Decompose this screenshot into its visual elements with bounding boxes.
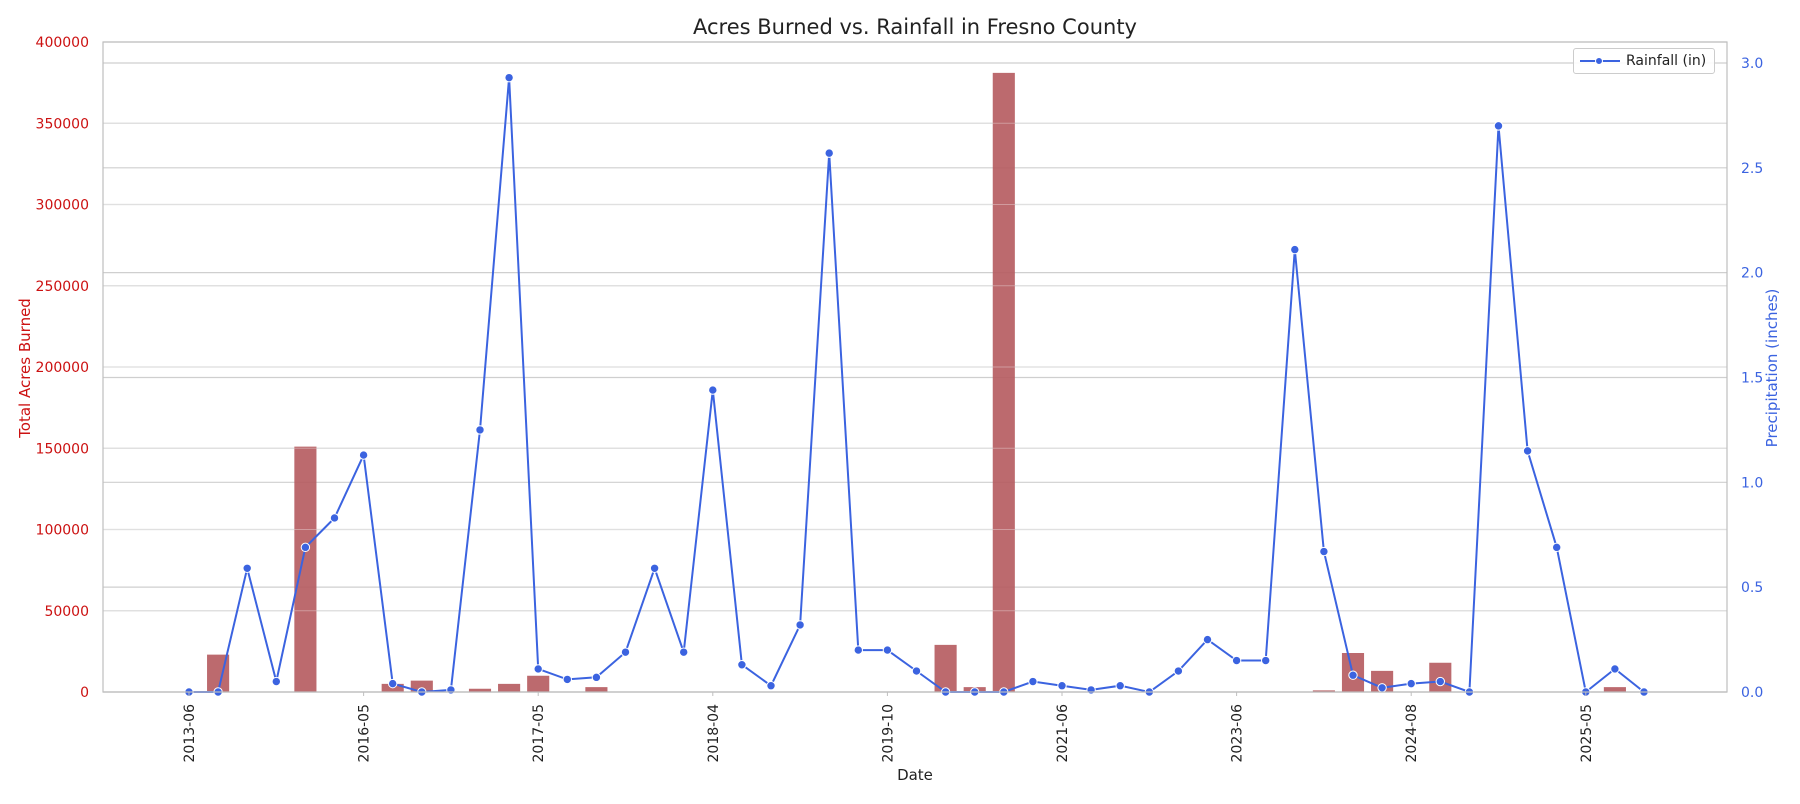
plot-frame: [102, 41, 1728, 693]
rainfall-point: [446, 685, 456, 695]
acres-bar: [498, 683, 521, 692]
y-tick-left: 400000: [36, 35, 89, 51]
rainfall-point: [1261, 655, 1271, 666]
rainfall-point: [679, 647, 689, 657]
acres-bar: [1312, 690, 1335, 692]
rainfall-point: [1202, 634, 1213, 645]
x-tick-label: 2018-04: [706, 704, 722, 763]
y-tick-left: 250000: [36, 279, 89, 295]
rainfall-point: [358, 450, 369, 460]
rainfall-point: [1319, 546, 1329, 557]
rainfall-point: [388, 678, 398, 689]
acres-bar: [527, 675, 550, 692]
rainfall-point: [824, 148, 834, 158]
rainfall-point: [533, 664, 543, 674]
rainfall-point: [795, 620, 805, 630]
y-axis-label-left: Total Acres Burned: [16, 298, 34, 439]
axis-layer: 0 50000 100000 150000 200000 250000 300000 3500…: [36, 35, 1764, 763]
acres-bar: [934, 644, 957, 692]
rainfall-point: [1057, 681, 1067, 691]
x-tick-label: 2017-05: [531, 704, 547, 763]
x-tick-label: 2016-05: [357, 704, 373, 763]
y-tick-right: 3.0: [1741, 56, 1763, 72]
y-tick-right: 2.5: [1741, 161, 1763, 177]
y-tick-left: 300000: [36, 198, 89, 214]
rainfall-point: [329, 513, 340, 523]
rainfall-point: [1115, 681, 1125, 691]
rainfall-point: [1028, 676, 1038, 687]
rainfall-point: [853, 645, 863, 655]
rainfall-point: [911, 666, 922, 676]
rainfall-point: [591, 672, 602, 683]
x-axis-label: Date: [897, 766, 933, 784]
chart-legend: Rainfall (in): [1573, 48, 1716, 74]
rainfall-point: [562, 674, 572, 685]
acres-bar: [992, 72, 1015, 692]
y-tick-right: 2.0: [1741, 266, 1763, 282]
rainfall-point: [1173, 666, 1184, 676]
y-tick-left: 150000: [36, 441, 89, 457]
bar-layer: [103, 41, 1727, 692]
acres-bar: [207, 654, 230, 692]
x-tick-label: 2013-06: [182, 704, 198, 763]
y-tick-right: 1.0: [1741, 475, 1763, 491]
rainfall-point: [1231, 655, 1242, 666]
grid-layer: [103, 41, 1727, 693]
x-tick-label: 2021-06: [1055, 704, 1071, 763]
acres-bar: [1603, 687, 1626, 692]
rainfall-point: [475, 425, 485, 435]
acres-bar: [410, 680, 433, 692]
rainfall-point: [708, 385, 718, 395]
rainfall-point: [1086, 685, 1096, 695]
y-tick-left: 50000: [44, 604, 89, 620]
rainfall-point: [1406, 678, 1416, 689]
rainfall-point: [271, 676, 281, 687]
x-tick-label: 2019-10: [880, 704, 896, 763]
y-tick-left: 100000: [36, 523, 89, 539]
rainfall-point: [504, 72, 514, 83]
rainfall-legend-icon: [1580, 54, 1620, 68]
rainfall-point: [1552, 542, 1562, 553]
rainfall-point: [1435, 676, 1446, 687]
y-tick-left: 350000: [36, 116, 89, 132]
x-tick-label: 2023-06: [1230, 704, 1246, 763]
rainfall-point: [882, 645, 893, 655]
rainfall-point: [737, 660, 747, 670]
rainfall-point: [1348, 670, 1358, 680]
y-tick-left: 200000: [36, 360, 89, 376]
rainfall-point: [242, 563, 252, 573]
rainfall-legend-label: Rainfall (in): [1626, 53, 1707, 69]
rainfall-point: [1522, 446, 1533, 456]
rainfall-point: [620, 647, 631, 657]
line-layer: [184, 72, 1649, 697]
y-tick-right: 0.0: [1741, 685, 1763, 701]
acres-bar: [468, 688, 492, 692]
acres-bar: [585, 687, 608, 692]
rainfall-point: [1290, 244, 1300, 255]
y-tick-left: 0: [80, 685, 89, 701]
rainfall-point: [1610, 664, 1620, 674]
rainfall-point: [649, 563, 660, 573]
rainfall-point: [766, 681, 776, 691]
y-tick-right: 0.5: [1741, 580, 1763, 596]
x-tick-label: 2025-05: [1579, 704, 1595, 763]
acres-bar: [294, 446, 317, 692]
rainfall-point: [1377, 683, 1387, 693]
y-tick-right: 1.5: [1741, 370, 1763, 386]
rainfall-line: [189, 77, 1645, 694]
x-tick-label: 2024-08: [1404, 704, 1420, 763]
y-axis-label-right: Precipitation (inches): [1763, 289, 1781, 448]
rainfall-point: [300, 542, 311, 553]
chart-title: Acres Burned vs. Rainfall in Fresno Coun…: [693, 15, 1137, 39]
rainfall-point: [1493, 121, 1504, 131]
